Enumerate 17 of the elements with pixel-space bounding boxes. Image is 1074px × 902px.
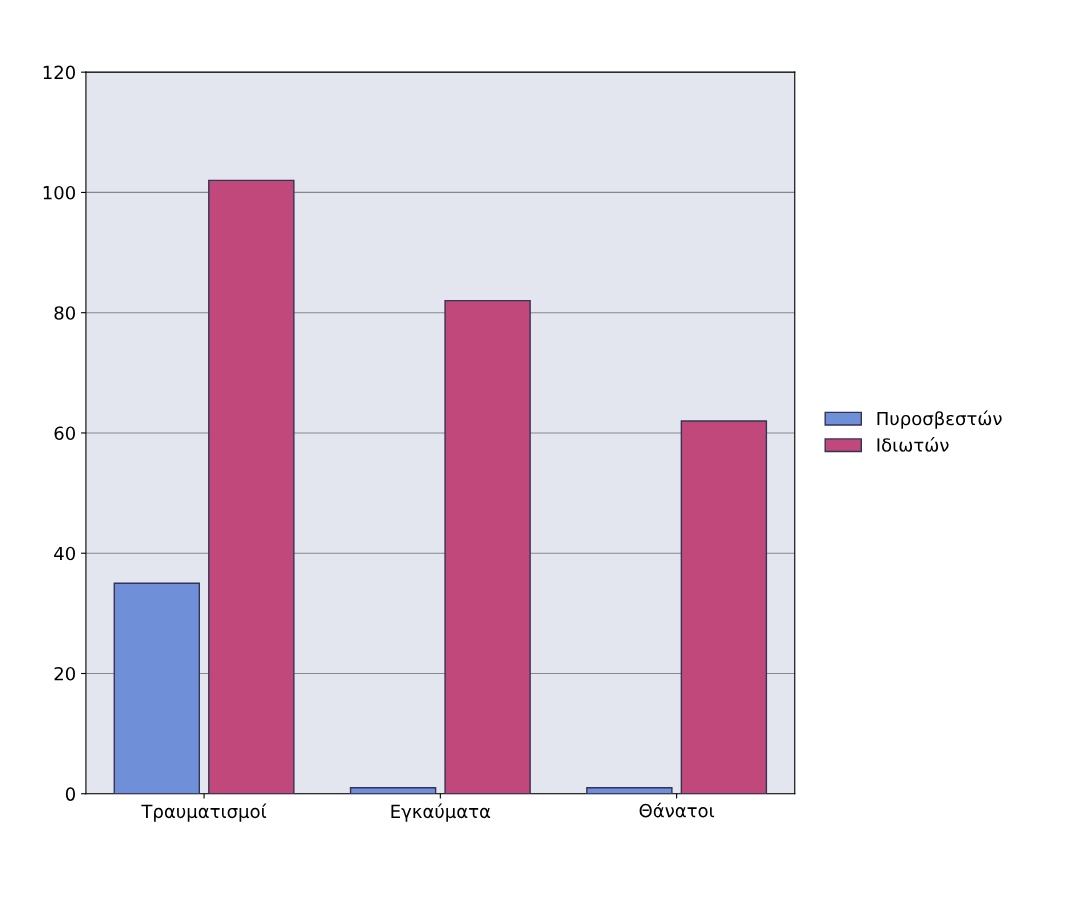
y-tick-label: 120 [43,65,75,80]
bar [586,787,673,794]
y-tick-label: 100 [43,185,75,200]
y-tick-label: 80 [54,306,75,320]
bar [113,582,201,794]
y-tick-label: 60 [54,426,75,441]
bar [680,420,768,794]
y-tick-label: 40 [54,546,75,561]
y-tick-label: 0 [65,787,75,801]
bar [208,179,295,794]
x-tick-label: Θάνατοι [639,802,715,818]
x-tick-label: Εγκαύματα [391,803,491,822]
y-tick-label: 20 [54,666,75,681]
legend-label: Πυροσβεστών [877,410,1002,429]
legend-label: Ιδιωτών [877,437,949,452]
bar [444,299,531,794]
x-tick-label: Τραυματισμοί [141,803,267,822]
